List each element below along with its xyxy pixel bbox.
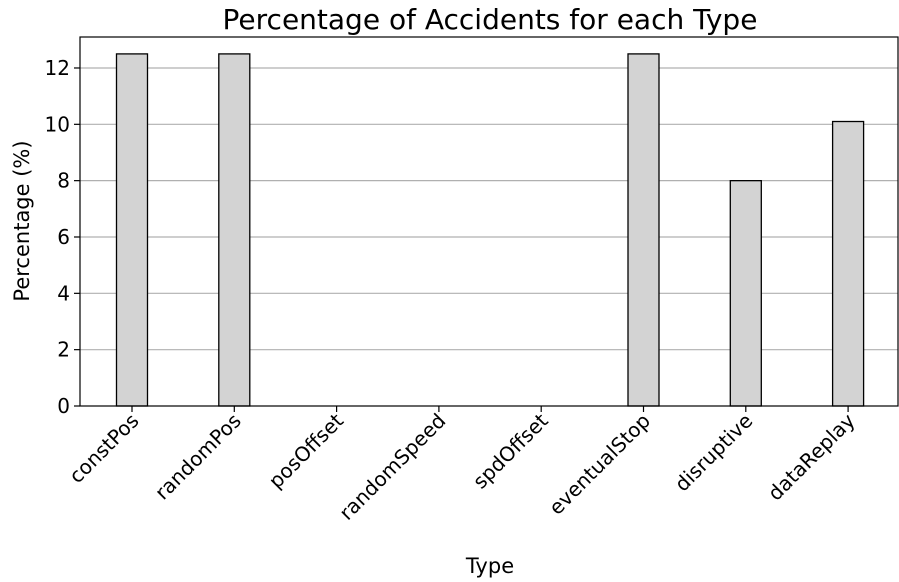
bar-disruptive	[729, 180, 762, 407]
y-axis-label: Percentage (%)	[10, 140, 34, 301]
x-tick-label-disruptive: disruptive	[670, 409, 758, 497]
x-tick-label-eventualStop: eventualStop	[544, 409, 655, 520]
x-tick-label-constPos: constPos	[64, 409, 143, 488]
x-tick-label-posOffset: posOffset	[264, 408, 349, 493]
bar-eventualStop	[627, 53, 660, 407]
x-tick-label-randomPos: randomPos	[150, 409, 246, 505]
y-tick-label: 8	[57, 169, 70, 193]
chart-title: Percentage of Accidents for each Type	[223, 3, 758, 36]
y-tick-label: 0	[57, 394, 70, 418]
bar-dataReplay	[831, 120, 865, 407]
bars	[115, 53, 865, 407]
y-tick-label: 2	[57, 338, 70, 362]
y-tick-label: 4	[57, 281, 70, 305]
x-tick-label-dataReplay: dataReplay	[763, 408, 860, 505]
y-tick-label: 10	[45, 112, 70, 136]
bar-randomPos	[218, 53, 251, 407]
y-axis-ticks: 0 2 4 6 8 10 12	[45, 56, 80, 418]
bar-constPos	[115, 53, 149, 407]
x-axis-label: Type	[465, 554, 514, 578]
x-tick-label-spdOffset: spdOffset	[468, 408, 553, 493]
x-tick-label-randomSpeed: randomSpeed	[334, 409, 450, 525]
y-tick-label: 12	[45, 56, 70, 80]
gridlines	[80, 67, 898, 351]
plot-frame	[79, 36, 899, 407]
y-tick-label: 6	[57, 225, 70, 249]
